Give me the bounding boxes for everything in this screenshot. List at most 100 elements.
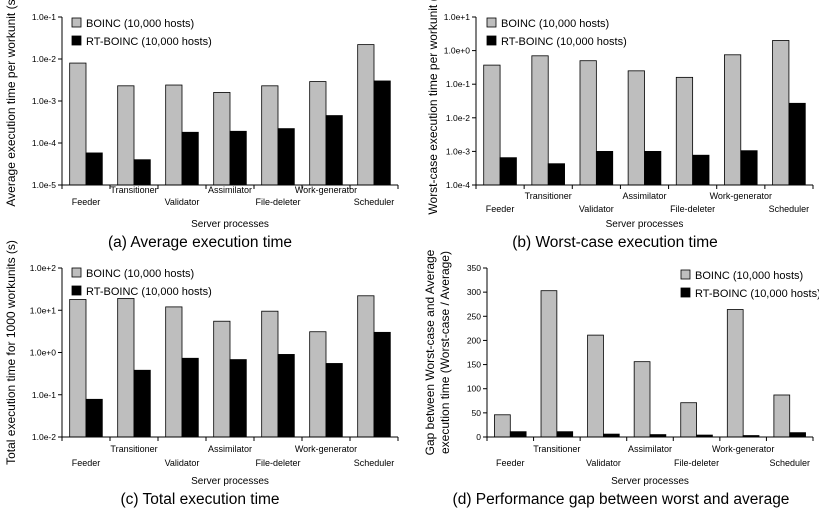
y-tick-label: 200 — [467, 335, 481, 345]
legend-label: BOINC (10,000 hosts) — [695, 270, 803, 282]
bar-rt-boinc — [325, 363, 343, 438]
category-label: Work-generator — [295, 185, 357, 195]
y-axis-title: Worst-case execution time per workunit (… — [426, 0, 440, 215]
bar-boinc — [531, 55, 549, 186]
bar-rt-boinc — [509, 431, 527, 438]
bar-rt-boinc — [644, 150, 662, 186]
y-axis-title: execution time (Worst-case / Average) — [438, 251, 452, 454]
category-label: Transitioner — [525, 191, 572, 201]
bar-boinc — [357, 44, 375, 186]
y-tick-label: 1.0e-2 — [32, 54, 56, 64]
y-tick-label: 1.0e-3 — [32, 96, 56, 106]
bar-boinc — [309, 331, 327, 438]
y-tick-label: 1.0e-1 — [446, 79, 470, 89]
chart-b: 1.0e-4 1.0e-3 1.0e-2 1.0e-1 1.0e+0 1.0e+1 Feed… — [426, 0, 814, 251]
y-tick-label: 1.0e-3 — [446, 146, 470, 156]
bar-boinc — [165, 306, 183, 438]
y-tick-label: 1.0e-5 — [32, 180, 56, 190]
category-label: File-deleter — [255, 458, 300, 468]
bar-boinc — [675, 76, 694, 186]
legend-label: RT-BOINC (10,000 hosts) — [501, 36, 627, 48]
category-label: Transitioner — [533, 444, 580, 454]
y-tick-label: 50 — [472, 408, 482, 418]
legend-label: RT-BOINC (10,000 hosts) — [695, 288, 819, 300]
bar-boinc — [261, 310, 279, 438]
y-tick-label: 150 — [467, 360, 481, 370]
category-label: Feeder — [72, 458, 101, 468]
category-label: File-deleter — [255, 197, 300, 207]
bar-boinc — [357, 295, 375, 438]
chart-caption: (c) Total execution time — [120, 491, 279, 508]
category-label: Feeder — [72, 197, 101, 207]
legend-label: BOINC (10,000 hosts) — [86, 18, 194, 30]
legend-label: RT-BOINC (10,000 hosts) — [86, 36, 212, 48]
bar-rt-boinc — [692, 154, 710, 186]
legend-swatch — [680, 287, 691, 298]
bar-boinc — [483, 64, 501, 186]
bar-boinc — [627, 70, 645, 186]
category-label: Work-generator — [712, 444, 774, 454]
bar-rt-boinc — [325, 115, 343, 186]
chart-d: 0 50 100 150 200 250 300 350 Feeder Transitioner V… — [423, 249, 819, 508]
category-label: File-deleter — [670, 204, 715, 214]
y-tick-label: 1.0e+0 — [30, 348, 57, 358]
category-label: Scheduler — [769, 458, 810, 468]
y-axis-title: Gap between Worst-case and Average — [423, 249, 437, 455]
y-tick-label: 1.0e-4 — [446, 180, 470, 190]
legend-label: RT-BOINC (10,000 hosts) — [86, 286, 212, 298]
chart-a: 1.0e-5 1.0e-4 1.0e-3 1.0e-2 1.0e-1 Feeder Tran… — [4, 0, 399, 251]
category-label: Feeder — [496, 458, 525, 468]
bar-rt-boinc — [277, 354, 295, 438]
x-axis-title: Server processes — [191, 476, 269, 487]
bar-rt-boinc — [547, 163, 565, 186]
y-tick-label: 1.0e-4 — [32, 138, 56, 148]
category-label: Transitioner — [110, 444, 157, 454]
y-tick-label: 1.0e+1 — [30, 305, 57, 315]
bar-rt-boinc — [789, 432, 806, 438]
y-axis-title: Average execution time per workunit (s) — [4, 0, 18, 207]
category-label: Validator — [165, 197, 200, 207]
y-tick-label: 300 — [467, 287, 481, 297]
bar-boinc — [587, 334, 604, 438]
bar-rt-boinc — [181, 357, 199, 438]
bar-boinc — [309, 81, 327, 186]
category-label: Validator — [579, 204, 614, 214]
legend-swatch — [486, 35, 497, 46]
chart-caption: (b) Worst-case execution time — [512, 234, 718, 251]
x-axis-title: Server processes — [191, 219, 269, 230]
category-label: Validator — [586, 458, 621, 468]
bar-boinc — [680, 402, 697, 438]
bar-rt-boinc — [133, 159, 151, 186]
bar-rt-boinc — [499, 157, 517, 186]
bar-rt-boinc — [373, 80, 391, 186]
category-label: Work-generator — [295, 444, 357, 454]
bar-boinc — [69, 62, 87, 186]
category-label: Validator — [165, 458, 200, 468]
y-axis-title: Total execution time for 1000 workunits … — [4, 240, 18, 465]
legend-swatch — [71, 285, 82, 296]
bar-boinc — [724, 54, 742, 186]
y-tick-label: 1.0e+0 — [444, 46, 471, 56]
bar-boinc — [540, 290, 558, 438]
y-tick-label: 1.0e-1 — [32, 12, 56, 22]
legend-swatch — [71, 17, 82, 28]
bar-rt-boinc — [85, 398, 103, 438]
bar-boinc — [117, 298, 135, 438]
chart-caption: (d) Performance gap between worst and av… — [453, 491, 790, 508]
legend-label: BOINC (10,000 hosts) — [86, 268, 194, 280]
bar-rt-boinc — [556, 431, 574, 438]
category-label: Scheduler — [354, 458, 395, 468]
bar-rt-boinc — [85, 152, 103, 186]
category-label: Transitioner — [110, 185, 157, 195]
y-tick-label: 1.0e+1 — [444, 12, 471, 22]
bar-rt-boinc — [595, 150, 614, 186]
y-tick-label: 1.0e+2 — [30, 263, 57, 273]
chart-c: 1.0e-2 1.0e-1 1.0e+0 1.0e+1 1.0e+2 Feeder Tran… — [4, 240, 399, 508]
category-label: Assimilator — [208, 185, 252, 195]
category-label: Feeder — [486, 204, 515, 214]
bar-boinc — [261, 85, 279, 186]
category-label: Assimilator — [208, 444, 252, 454]
category-label: Scheduler — [769, 204, 810, 214]
bar-boinc — [726, 309, 744, 438]
